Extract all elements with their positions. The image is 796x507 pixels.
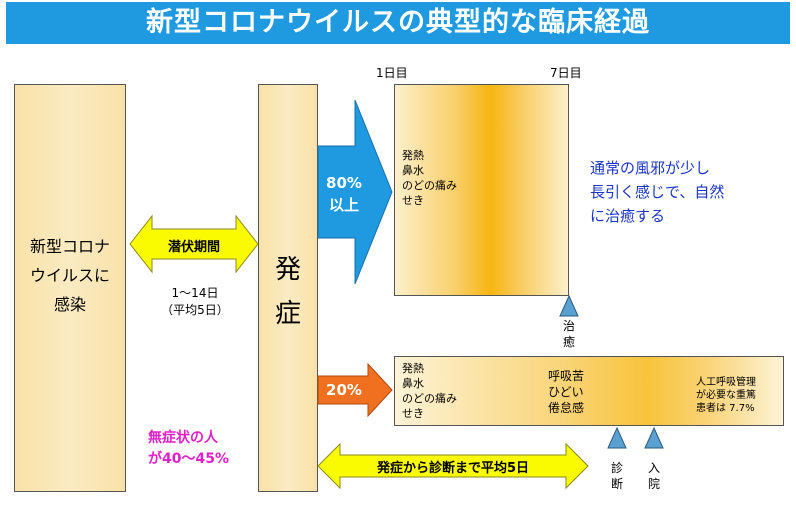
diagnosis-char: 診 (610, 461, 623, 475)
outcome-line: に治癒する (590, 207, 666, 225)
severe-symptoms: 発熱 鼻水 のどの痛み せき (402, 361, 457, 421)
diagnosis-marker-label: 診 断 (609, 460, 625, 492)
worse-symptom: 呼吸苦 (548, 369, 585, 383)
symptom: せき (402, 194, 424, 207)
mild-symptoms: 発熱 鼻水 のどの痛み せき (402, 148, 457, 208)
diagnosis-char: 断 (610, 477, 623, 491)
symptom: 発熱 (402, 149, 424, 162)
diagnosis-interval-arrow (317, 442, 589, 490)
mild-percent: 80% 以上 (318, 172, 370, 216)
symptom: のどの痛み (402, 392, 457, 405)
onset-char: 発 (274, 255, 301, 285)
outcome-line: 通常の風邪が少し (590, 159, 711, 177)
mild-percent-line: 以上 (328, 196, 359, 214)
admission-marker-triangle (644, 426, 664, 449)
severe-note: 人工呼吸管理 が必要な重篤 患者は 7.7% (696, 376, 756, 415)
symptom: のどの痛み (402, 179, 457, 192)
incubation-range: 1〜14日 (171, 286, 219, 300)
infection-text: 新型コロナ ウイルスに 感染 (14, 232, 126, 319)
note-line: 人工呼吸管理 (696, 377, 756, 388)
heal-char: 治 (562, 319, 575, 333)
onset-box (258, 84, 318, 492)
infection-line: ウイルスに (29, 266, 110, 285)
infection-line: 感染 (53, 295, 86, 314)
symptom: せき (402, 407, 424, 420)
severe-course-box (394, 356, 784, 426)
symptom: 鼻水 (402, 377, 424, 390)
symptom: 鼻水 (402, 164, 424, 177)
worse-symptom: ひどい (548, 385, 584, 399)
admission-marker-label: 入 院 (646, 460, 662, 492)
mild-outcome: 通常の風邪が少し 長引く感じで、自然 に治癒する (590, 156, 724, 228)
outcome-line: 長引く感じで、自然 (590, 183, 725, 201)
note-line: が必要な重篤 (696, 390, 756, 401)
asymptomatic-note: 無症状の人 が40〜45% (148, 428, 229, 470)
severe-worse-symptoms: 呼吸苦 ひどい 倦怠感 (548, 368, 584, 416)
note-line: 患者は 7.7% (696, 403, 755, 414)
onset-text: 発 症 (258, 248, 318, 336)
incubation-arrow (129, 214, 259, 274)
mild-arrow (317, 99, 393, 285)
incubation-average: （平均5日） (161, 303, 229, 317)
severe-percent: 20% (326, 381, 362, 399)
heal-char: 癒 (562, 335, 575, 349)
incubation-label: 潜伏期間 (167, 240, 220, 255)
worse-symptom: 倦怠感 (548, 401, 585, 415)
infection-box (14, 84, 126, 492)
symptom: 発熱 (402, 362, 424, 375)
day-start-label: 1日目 (376, 66, 408, 80)
onset-char: 症 (274, 299, 301, 329)
day-end-label: 7日目 (550, 66, 582, 80)
heal-marker-triangle (559, 294, 579, 317)
heal-marker-label: 治 癒 (561, 318, 577, 350)
diagnosis-interval-label: 発症から診断まで平均5日 (376, 461, 530, 476)
admission-char: 入 (647, 461, 660, 475)
asymptomatic-line: が40〜45% (148, 451, 229, 467)
diagnosis-marker-triangle (607, 426, 627, 449)
mild-percent-line: 80% (326, 174, 362, 192)
mild-course-box (394, 84, 569, 296)
admission-char: 院 (647, 477, 660, 491)
infection-line: 新型コロナ (29, 237, 110, 256)
asymptomatic-line: 無症状の人 (148, 430, 218, 446)
page-title: 新型コロナウイルスの典型的な臨床経過 (6, 2, 790, 44)
severe-arrow (317, 362, 393, 418)
